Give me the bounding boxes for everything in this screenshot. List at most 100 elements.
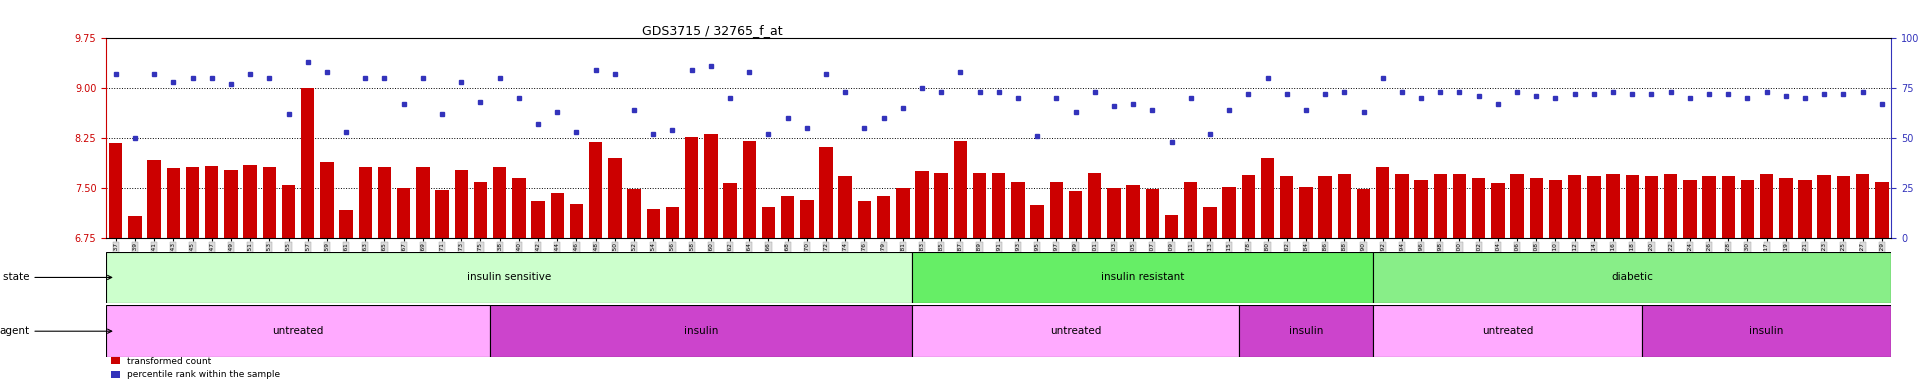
Bar — [492, 167, 506, 238]
Bar — [992, 173, 1006, 238]
Bar — [1260, 157, 1274, 238]
Text: insulin sensitive: insulin sensitive — [467, 272, 552, 283]
Text: untreated: untreated — [1482, 326, 1532, 336]
Bar — [1642, 305, 1891, 357]
Bar — [608, 158, 621, 238]
Bar — [953, 141, 967, 238]
Bar — [1011, 182, 1025, 238]
Bar — [550, 194, 564, 238]
Bar — [743, 141, 757, 238]
Bar — [589, 142, 602, 238]
Bar — [1799, 180, 1812, 238]
Bar — [455, 169, 467, 238]
Bar — [1837, 176, 1851, 238]
Bar — [359, 167, 372, 238]
Text: GDS3715 / 32765_f_at: GDS3715 / 32765_f_at — [641, 24, 782, 37]
Bar — [1779, 177, 1793, 238]
Bar — [106, 252, 913, 303]
Bar — [704, 134, 718, 238]
Bar — [1857, 174, 1870, 238]
Bar — [1415, 180, 1428, 238]
Text: diabetic: diabetic — [1612, 272, 1654, 283]
Text: untreated: untreated — [272, 326, 324, 336]
Bar — [762, 207, 776, 238]
Bar — [185, 167, 199, 238]
Bar — [1372, 305, 1642, 357]
Bar — [820, 147, 832, 238]
Bar — [243, 165, 257, 238]
Bar — [1372, 252, 1891, 303]
Bar — [320, 162, 334, 238]
Bar — [724, 183, 737, 238]
Bar — [1606, 174, 1619, 238]
Bar — [398, 188, 411, 238]
Bar — [106, 305, 490, 357]
Bar — [915, 171, 928, 238]
Bar — [1453, 174, 1467, 238]
Text: agent: agent — [0, 326, 112, 336]
Bar — [1337, 174, 1351, 238]
Bar — [627, 189, 641, 238]
Text: disease state: disease state — [0, 272, 112, 283]
Bar — [473, 182, 486, 238]
Bar — [1683, 180, 1696, 238]
Bar — [205, 166, 218, 238]
Bar — [1395, 174, 1409, 238]
Bar — [147, 160, 160, 238]
Bar — [838, 176, 851, 238]
Bar — [1434, 174, 1448, 238]
Bar — [647, 209, 660, 238]
Bar — [1741, 180, 1754, 238]
Bar — [1166, 215, 1177, 238]
Bar — [1818, 175, 1832, 238]
Bar — [1050, 182, 1063, 238]
Bar — [1567, 175, 1581, 238]
Bar — [1183, 182, 1197, 238]
Bar — [876, 196, 890, 238]
Bar — [1511, 174, 1525, 238]
Bar — [913, 305, 1239, 357]
Bar — [1876, 182, 1889, 238]
Bar — [1299, 187, 1312, 238]
Bar — [1280, 176, 1293, 238]
Bar — [127, 216, 141, 238]
Bar — [108, 143, 122, 238]
Bar — [1644, 176, 1658, 238]
Bar — [1586, 176, 1600, 238]
Bar — [685, 137, 699, 238]
Bar — [531, 202, 544, 238]
Bar — [511, 178, 525, 238]
Bar — [666, 207, 679, 238]
Bar — [1376, 167, 1390, 238]
Text: insulin: insulin — [683, 326, 718, 336]
Legend: transformed count, percentile rank within the sample: transformed count, percentile rank withi… — [110, 357, 280, 379]
Bar — [913, 252, 1372, 303]
Bar — [436, 190, 450, 238]
Bar — [340, 210, 353, 238]
Bar — [166, 168, 179, 238]
Bar — [1222, 187, 1235, 238]
Bar — [801, 200, 814, 238]
Bar — [1202, 207, 1216, 238]
Bar — [1127, 185, 1141, 238]
Bar — [1664, 174, 1677, 238]
Bar — [1031, 205, 1044, 238]
Text: untreated: untreated — [1050, 326, 1102, 336]
Text: insulin resistant: insulin resistant — [1100, 272, 1185, 283]
Bar — [378, 167, 392, 238]
Bar — [224, 169, 237, 238]
Text: insulin: insulin — [1749, 326, 1783, 336]
Text: insulin: insulin — [1289, 326, 1324, 336]
Bar — [490, 305, 913, 357]
Bar — [896, 188, 909, 238]
Bar — [1473, 177, 1486, 238]
Bar — [1146, 189, 1160, 238]
Bar — [1722, 176, 1735, 238]
Bar — [1239, 305, 1372, 357]
Bar — [1069, 192, 1083, 238]
Bar — [1625, 175, 1639, 238]
Bar — [262, 167, 276, 238]
Bar — [1241, 175, 1254, 238]
Bar — [1108, 188, 1121, 238]
Bar — [282, 185, 295, 238]
